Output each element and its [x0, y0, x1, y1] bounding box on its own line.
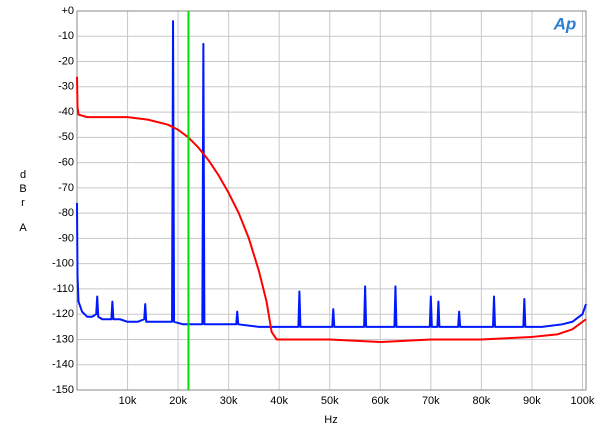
- y-tick-label: -110: [53, 283, 74, 295]
- x-tick-label: 20k: [169, 395, 187, 407]
- plot-frame: [76, 10, 587, 391]
- series-line: [76, 76, 587, 343]
- y-tick-label: -50: [58, 131, 74, 143]
- y-tick-label: -130: [52, 333, 74, 345]
- y-tick-label: -90: [58, 232, 74, 244]
- y-tick-label: -30: [58, 81, 74, 93]
- y-tick-label: -70: [58, 182, 74, 194]
- x-tick-label: 10k: [119, 395, 137, 407]
- y-tick-label: -10: [58, 30, 74, 42]
- x-tick-label: 50k: [321, 395, 339, 407]
- y-tick-label: -140: [52, 359, 74, 371]
- y-tick-label: -80: [58, 207, 74, 219]
- logo: Ap: [553, 14, 577, 33]
- y-tick-label: +0: [61, 5, 74, 17]
- y-tick-label: -40: [58, 106, 74, 118]
- y-tick-label: -20: [58, 55, 74, 67]
- x-tick-label: 40k: [270, 395, 288, 407]
- x-tick-label: 70k: [422, 395, 440, 407]
- y-tick-label: -150: [52, 384, 74, 396]
- x-tick-label: 80k: [472, 395, 490, 407]
- x-axis-label: Hz: [324, 414, 337, 426]
- x-tick-label: 60k: [371, 395, 389, 407]
- y-tick-label: -120: [52, 308, 74, 320]
- x-tick-label: 100k: [571, 395, 595, 407]
- series-line: [76, 20, 587, 328]
- y-tick-label: -100: [52, 258, 74, 270]
- x-tick-label: 90k: [523, 395, 541, 407]
- x-tick-label: 30k: [220, 395, 238, 407]
- y-axis-unit: A: [19, 222, 27, 234]
- y-tick-label: -60: [58, 157, 74, 169]
